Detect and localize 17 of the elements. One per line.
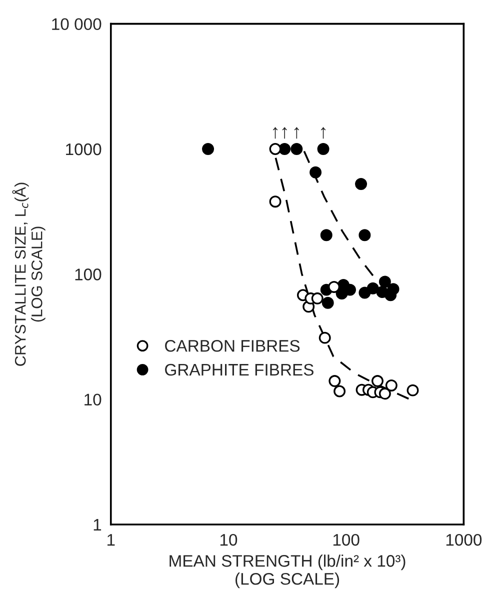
annotation: ↑ [282, 127, 287, 139]
x-tick-label: 1000 [446, 534, 482, 546]
annotation: ↑ [321, 127, 326, 139]
legend-label: GRAPHITE FIBRES [165, 364, 314, 376]
legend-label: CARBON FIBRES [165, 340, 300, 352]
y-tick-label: 1 [94, 519, 102, 531]
x-axis-title: MEAN STRENGTH (lb/in² x 10³) (LOG SCALE) [170, 554, 406, 588]
y-tick-label: 10 000 [52, 18, 102, 30]
annotation: ↑ [294, 127, 299, 139]
x-tick-label: 10 [220, 534, 238, 546]
y-tick-label: 10 [84, 394, 102, 406]
annotation: ↑ [273, 127, 278, 139]
text: CRYSTALLITE SIZE, L$_{c}$(Å) (LOG SCALE) [12, 182, 46, 366]
x-tick-label: 100 [333, 534, 360, 546]
x-tick-label: 1 [108, 534, 115, 546]
y-tick-label: 100 [75, 268, 102, 280]
y-tick-label: 1000 [66, 143, 102, 156]
